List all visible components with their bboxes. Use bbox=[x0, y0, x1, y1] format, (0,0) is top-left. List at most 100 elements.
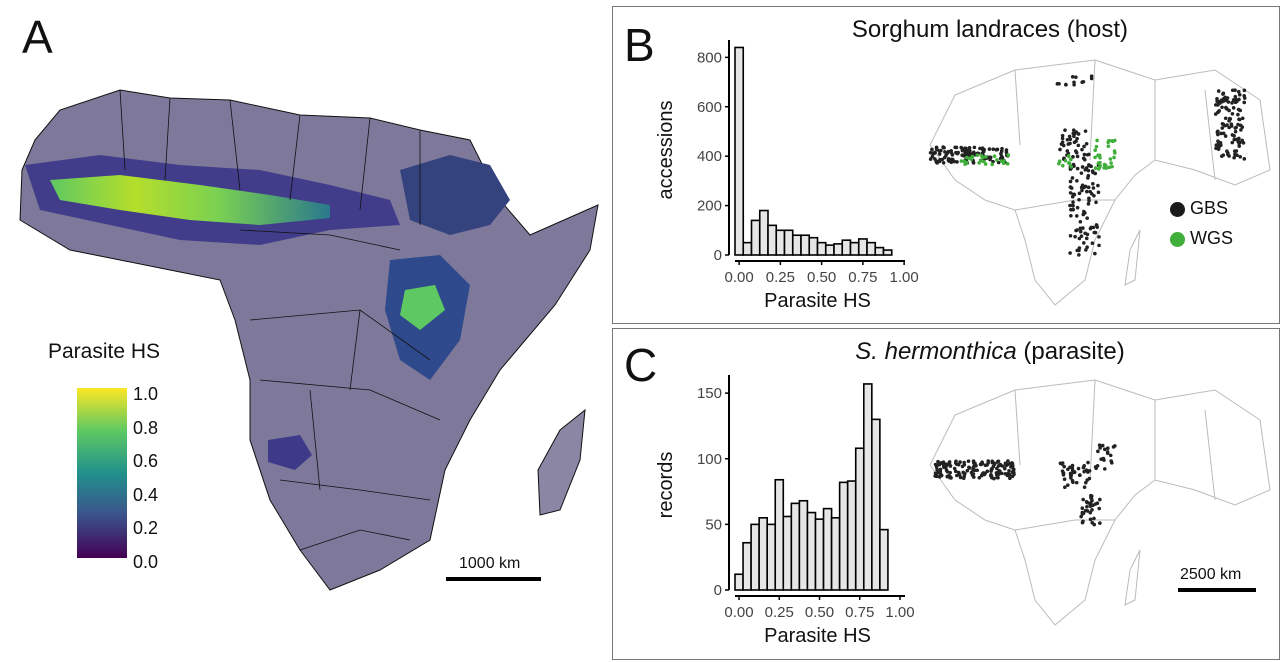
wgs-point bbox=[1069, 165, 1074, 169]
gbs-point bbox=[949, 157, 954, 162]
panel-b-title: Sorghum landraces (host) bbox=[851, 16, 1129, 43]
parasite-point bbox=[958, 460, 962, 464]
wgs-point bbox=[1063, 158, 1068, 163]
gbs-point bbox=[930, 147, 934, 152]
wgs-point bbox=[1066, 153, 1071, 158]
parasite-point bbox=[979, 461, 984, 466]
parasite-point bbox=[1085, 505, 1089, 509]
gbs-point bbox=[941, 160, 946, 165]
gbs-point bbox=[1233, 126, 1238, 130]
gbs-point bbox=[1220, 126, 1225, 130]
hist-b-x-tick-label: 1.00 bbox=[890, 269, 919, 286]
gbs-point bbox=[1237, 136, 1241, 141]
hist-b-x-tick-label: 0.75 bbox=[848, 269, 877, 286]
parasite-point bbox=[1009, 465, 1013, 469]
parasite-point bbox=[1109, 459, 1114, 463]
hist-c-bar bbox=[838, 481, 849, 591]
gbs-point bbox=[1060, 140, 1065, 145]
gbs-point bbox=[1060, 133, 1065, 138]
gbs-point bbox=[1082, 241, 1086, 245]
gbs-point bbox=[1226, 100, 1231, 104]
gbs-point bbox=[1085, 232, 1090, 237]
hist-b-y-tick-label: 600 bbox=[697, 99, 722, 116]
gbs-point bbox=[1068, 179, 1073, 184]
gbs-point bbox=[1092, 230, 1097, 235]
gbs-point bbox=[1077, 253, 1081, 257]
gbs-point bbox=[1079, 234, 1084, 238]
legend-label-wgs: WGS bbox=[1190, 228, 1233, 248]
gbs-point bbox=[1079, 185, 1084, 190]
parasite-point bbox=[989, 473, 993, 478]
wgs-point bbox=[992, 154, 997, 158]
hist-b-y-tick-label: 200 bbox=[697, 198, 722, 215]
gbs-point bbox=[1237, 93, 1242, 97]
gbs-point bbox=[1075, 178, 1079, 183]
gbs-point bbox=[1223, 134, 1228, 138]
parasite-point bbox=[1098, 446, 1102, 450]
parasite-point bbox=[963, 471, 967, 476]
parasite-point bbox=[983, 471, 988, 475]
hist-b-bar bbox=[874, 246, 885, 256]
hist-b-y-tick-label: 400 bbox=[697, 148, 722, 165]
gbs-point bbox=[1082, 209, 1086, 214]
gbs-point bbox=[988, 157, 992, 162]
gbs-point bbox=[1225, 96, 1230, 100]
parasite-point bbox=[1072, 469, 1076, 474]
parasite-point bbox=[1081, 497, 1085, 502]
scale-label-c: 2500 km bbox=[1180, 566, 1242, 583]
gbs-point bbox=[1097, 235, 1101, 239]
parasite-point bbox=[945, 474, 950, 479]
gbs-point bbox=[946, 157, 951, 161]
gbs-point bbox=[1077, 246, 1082, 250]
gbs-point bbox=[967, 146, 972, 150]
hist-b-bar bbox=[833, 243, 844, 256]
gbs-point bbox=[1079, 171, 1084, 175]
parasite-point bbox=[1096, 449, 1100, 454]
colorbar-tick: 1.0 bbox=[133, 384, 159, 404]
gbs-point bbox=[982, 147, 986, 152]
gbs-point bbox=[1072, 82, 1076, 87]
gbs-point bbox=[1088, 189, 1093, 194]
gbs-point bbox=[1236, 122, 1240, 127]
parasite-point bbox=[1106, 446, 1110, 451]
hist-c-bar bbox=[846, 480, 857, 591]
gbs-point bbox=[1089, 76, 1094, 81]
hist-b-bar bbox=[866, 241, 877, 256]
gbs-point bbox=[1090, 241, 1095, 245]
gbs-point bbox=[1074, 75, 1078, 80]
gbs-point bbox=[1064, 83, 1068, 87]
wgs-point bbox=[1093, 166, 1098, 170]
parasite-point bbox=[1097, 443, 1102, 448]
hist-b-bar bbox=[808, 236, 819, 256]
parasite-point bbox=[1102, 447, 1107, 452]
parasite-point bbox=[1091, 503, 1095, 508]
parasite-point bbox=[1011, 468, 1016, 473]
parasite-point bbox=[1060, 462, 1064, 466]
parasite-point bbox=[1088, 510, 1093, 515]
madagascar bbox=[537, 408, 586, 516]
gbs-point bbox=[1223, 116, 1228, 121]
gbs-point bbox=[1221, 99, 1226, 103]
gbs-point bbox=[1236, 89, 1241, 94]
hist-b-y-tick-label: 800 bbox=[697, 49, 722, 66]
gbs-point bbox=[1231, 98, 1236, 102]
panel-b-box bbox=[612, 6, 1280, 324]
wgs-point bbox=[1109, 161, 1113, 165]
wgs-point bbox=[1107, 138, 1111, 143]
gbs-point bbox=[1086, 202, 1091, 206]
parasite-point bbox=[1098, 521, 1102, 525]
legend-dot-wgs bbox=[1170, 232, 1185, 247]
gbs-point bbox=[1000, 146, 1004, 151]
parasite-point bbox=[990, 467, 994, 471]
parasite-point bbox=[1105, 450, 1110, 454]
parasite-point bbox=[1065, 483, 1070, 487]
gbs-point bbox=[987, 147, 992, 151]
hist-b-bar bbox=[791, 234, 802, 256]
parasite-point bbox=[1078, 473, 1082, 477]
gbs-point bbox=[1230, 140, 1235, 145]
parasite-point bbox=[990, 460, 995, 465]
parasite-point bbox=[999, 471, 1004, 476]
gbs-point bbox=[1072, 164, 1076, 168]
gbs-point bbox=[966, 149, 971, 153]
wgs-point bbox=[959, 159, 964, 163]
